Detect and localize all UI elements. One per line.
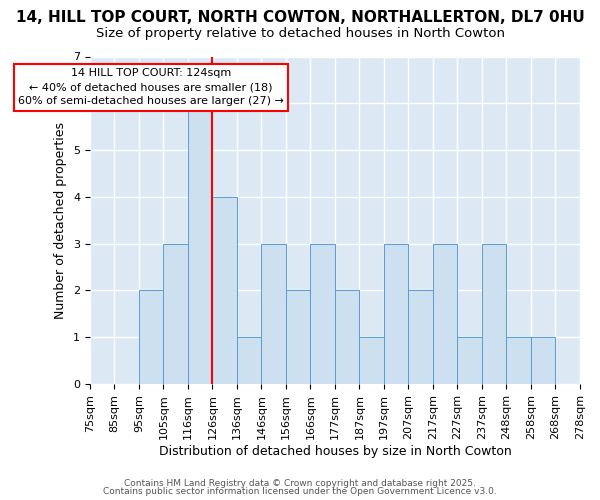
Bar [188,104,212,384]
Bar [212,197,237,384]
Bar [286,290,310,384]
Bar [359,338,384,384]
Text: Contains public sector information licensed under the Open Government Licence v3: Contains public sector information licen… [103,487,497,496]
Bar [262,244,286,384]
Bar [409,290,433,384]
Bar [335,290,359,384]
Bar [310,244,335,384]
Bar [433,244,457,384]
Text: Size of property relative to detached houses in North Cowton: Size of property relative to detached ho… [95,28,505,40]
Bar [384,244,409,384]
Bar [482,244,506,384]
Bar [237,338,262,384]
Bar [139,290,163,384]
Bar [531,338,556,384]
Text: Contains HM Land Registry data © Crown copyright and database right 2025.: Contains HM Land Registry data © Crown c… [124,478,476,488]
Text: 14 HILL TOP COURT: 124sqm
← 40% of detached houses are smaller (18)
60% of semi-: 14 HILL TOP COURT: 124sqm ← 40% of detac… [18,68,284,106]
Text: 14, HILL TOP COURT, NORTH COWTON, NORTHALLERTON, DL7 0HU: 14, HILL TOP COURT, NORTH COWTON, NORTHA… [16,10,584,25]
Bar [163,244,188,384]
Bar [506,338,531,384]
X-axis label: Distribution of detached houses by size in North Cowton: Distribution of detached houses by size … [158,444,511,458]
Bar [457,338,482,384]
Y-axis label: Number of detached properties: Number of detached properties [55,122,67,319]
